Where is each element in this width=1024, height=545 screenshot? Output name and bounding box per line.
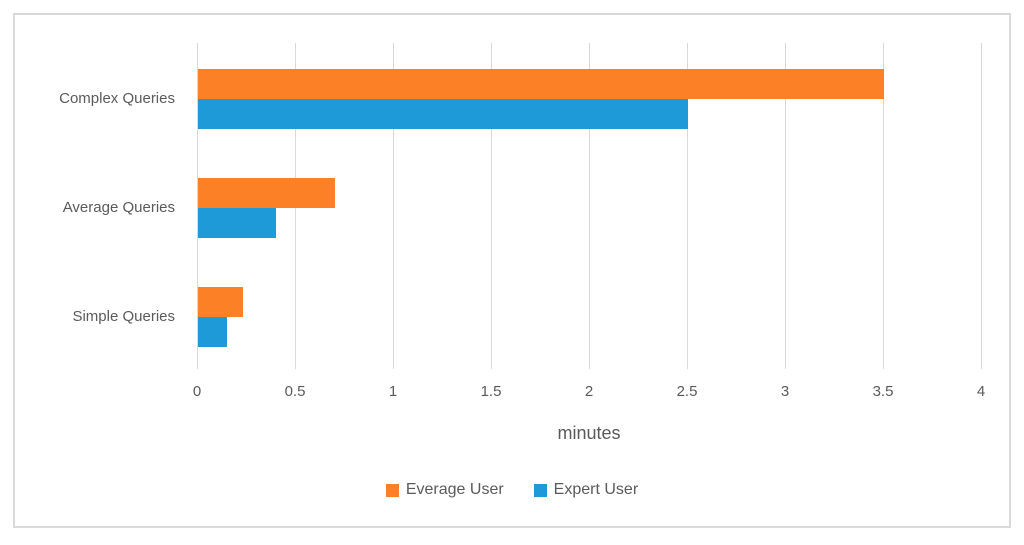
x-tick-label: 3 (780, 383, 790, 400)
gridline (981, 43, 982, 369)
x-tick-label: 2 (584, 383, 594, 400)
x-tick-label: 3.5 (872, 383, 894, 400)
category-label: Complex Queries (59, 90, 175, 107)
gridline (785, 43, 786, 369)
gridline (197, 43, 198, 369)
bar-expert-user (198, 99, 688, 129)
bar-everage-user (198, 287, 243, 317)
legend-swatch-icon (385, 483, 399, 497)
bar-expert-user (198, 317, 227, 347)
x-tick-label: 2.5 (676, 383, 698, 400)
x-axis-title: minutes (557, 423, 621, 443)
gridline (589, 43, 590, 369)
x-tick-label: 0 (192, 383, 202, 400)
x-tick-label: 1 (388, 383, 398, 400)
x-tick-label: 1.5 (480, 383, 502, 400)
x-tick-label: 0.5 (284, 383, 306, 400)
gridline (687, 43, 688, 369)
gridline (393, 43, 394, 369)
bar-everage-user (198, 178, 335, 208)
category-label: Average Queries (62, 199, 175, 216)
bar-everage-user (198, 69, 884, 99)
category-label: Simple Queries (72, 308, 175, 325)
bar-expert-user (198, 208, 276, 238)
gridline (491, 43, 492, 369)
gridline (883, 43, 884, 369)
legend: Everage User Expert User (15, 481, 1009, 499)
legend-swatch-icon (533, 483, 547, 497)
chart-frame: Complex Queries Average Queries Simple Que… (13, 13, 1011, 528)
legend-label: Everage User (405, 481, 504, 498)
legend-label: Expert User (553, 481, 639, 498)
x-tick-label: 4 (976, 383, 986, 400)
legend-item: Expert User (533, 481, 639, 499)
legend-item: Everage User (385, 481, 504, 499)
